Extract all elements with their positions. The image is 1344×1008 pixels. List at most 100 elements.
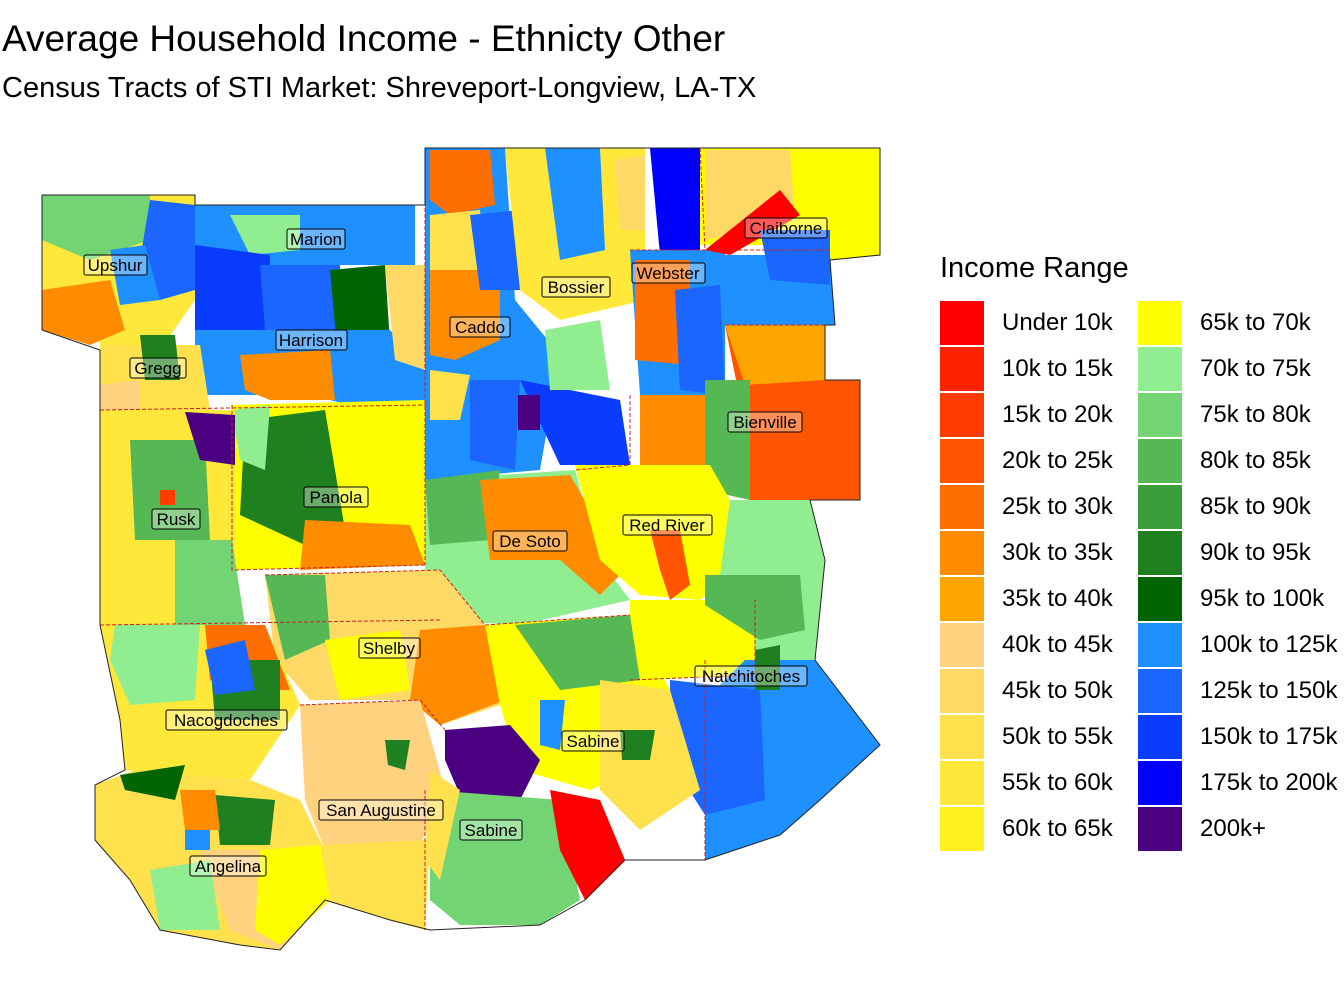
legend-label: 65k to 70k bbox=[1200, 309, 1311, 336]
region-label: Marion bbox=[286, 228, 346, 250]
legend-label: 55k to 60k bbox=[1002, 769, 1113, 796]
tract-region bbox=[175, 540, 245, 625]
legend-item: 45k to 50k bbox=[940, 668, 1138, 714]
legend-swatch bbox=[940, 807, 984, 851]
region-label: Red River bbox=[622, 514, 713, 536]
legend-title: Income Range bbox=[940, 252, 1129, 284]
legend-swatch bbox=[1138, 715, 1182, 759]
legend-item: 90k to 95k bbox=[1138, 530, 1336, 576]
legend: Under 10k 10k to 15k 15k to 20k 20k to 25k 2… bbox=[940, 300, 1344, 852]
region-label: Panola bbox=[303, 486, 369, 508]
legend-label: 35k to 40k bbox=[1002, 585, 1113, 612]
svg-text:Caddo: Caddo bbox=[455, 318, 505, 337]
legend-label: 175k to 200k bbox=[1200, 769, 1338, 796]
tract-region bbox=[520, 380, 630, 465]
svg-text:Sabine: Sabine bbox=[465, 821, 518, 840]
tract-region bbox=[410, 625, 505, 725]
tract-region bbox=[42, 280, 125, 345]
tract-region bbox=[470, 210, 525, 290]
legend-swatch bbox=[1138, 347, 1182, 391]
region-label: Harrison bbox=[275, 329, 348, 351]
svg-text:Panola: Panola bbox=[310, 488, 363, 507]
region-label: Nacogdoches bbox=[165, 709, 288, 731]
tract-region bbox=[260, 265, 340, 335]
tract-region bbox=[385, 265, 425, 370]
chart-subtitle: Census Tracts of STI Market: Shreveport-… bbox=[2, 72, 757, 104]
legend-swatch bbox=[940, 301, 984, 345]
region-label: Sabine bbox=[561, 730, 625, 752]
svg-text:Bienville: Bienville bbox=[733, 413, 796, 432]
legend-label: 50k to 55k bbox=[1002, 723, 1113, 750]
legend-label: 200k+ bbox=[1200, 815, 1267, 842]
svg-text:Red River: Red River bbox=[629, 516, 705, 535]
legend-item: Under 10k bbox=[940, 300, 1138, 346]
region-label: Bienville bbox=[727, 411, 803, 433]
legend-item: 55k to 60k bbox=[940, 760, 1138, 806]
tract-region bbox=[755, 645, 780, 690]
region-label: Claiborne bbox=[744, 217, 828, 239]
tract-region bbox=[550, 790, 625, 900]
legend-item: 75k to 80k bbox=[1138, 392, 1336, 438]
legend-label: 150k to 175k bbox=[1200, 723, 1338, 750]
legend-label: 60k to 65k bbox=[1002, 815, 1113, 842]
svg-text:Shelby: Shelby bbox=[363, 639, 415, 658]
tract-region bbox=[230, 215, 300, 255]
svg-text:Angelina: Angelina bbox=[195, 857, 262, 876]
tract-region bbox=[620, 730, 655, 760]
tract-region bbox=[150, 860, 220, 930]
svg-text:Nacogdoches: Nacogdoches bbox=[174, 711, 278, 730]
legend-item: 40k to 45k bbox=[940, 622, 1138, 668]
tract-region bbox=[480, 475, 625, 595]
tract-region bbox=[430, 210, 485, 270]
tract-region bbox=[232, 405, 270, 470]
legend-item: 95k to 100k bbox=[1138, 576, 1336, 622]
tract-region bbox=[430, 790, 580, 925]
svg-text:San Augustine: San Augustine bbox=[326, 801, 436, 820]
legend-swatch bbox=[1138, 301, 1182, 345]
legend-item: 85k to 90k bbox=[1138, 484, 1336, 530]
svg-text:Natchitoches: Natchitoches bbox=[702, 667, 800, 686]
region-label: Sabine bbox=[459, 819, 523, 841]
tract-region bbox=[140, 200, 195, 300]
legend-swatch bbox=[1138, 623, 1182, 667]
tract-region bbox=[255, 845, 330, 945]
tract-region bbox=[630, 600, 755, 680]
legend-label: 85k to 90k bbox=[1200, 493, 1311, 520]
legend-item: 35k to 40k bbox=[940, 576, 1138, 622]
legend-label: Under 10k bbox=[1002, 309, 1113, 336]
tract-region bbox=[430, 150, 495, 215]
tract-region bbox=[470, 380, 520, 470]
tract-region bbox=[300, 520, 425, 570]
tract-region bbox=[445, 725, 540, 800]
region-label: San Augustine bbox=[318, 799, 444, 821]
region-label: De Soto bbox=[492, 530, 568, 552]
region-label: Natchitoches bbox=[694, 665, 808, 687]
legend-label: 90k to 95k bbox=[1200, 539, 1311, 566]
tract-region bbox=[425, 770, 460, 880]
region-label: Caddo bbox=[449, 316, 511, 338]
legend-swatch bbox=[1138, 485, 1182, 529]
legend-item: 100k to 125k bbox=[1138, 622, 1337, 668]
tract-region bbox=[215, 795, 275, 845]
svg-text:Marion: Marion bbox=[290, 230, 342, 249]
legend-item: 175k to 200k bbox=[1138, 760, 1338, 806]
region-label: Shelby bbox=[358, 637, 421, 659]
tract-region bbox=[540, 700, 565, 750]
legend-item: 20k to 25k bbox=[940, 438, 1138, 484]
svg-text:Claiborne: Claiborne bbox=[750, 219, 823, 238]
legend-swatch bbox=[1138, 761, 1182, 805]
legend-swatch bbox=[940, 347, 984, 391]
tract-region bbox=[635, 260, 690, 365]
legend-swatch bbox=[940, 439, 984, 483]
region-label: Webster bbox=[631, 262, 706, 284]
choropleth-map: Upshur Marion Harrison Gregg Caddo Bossi… bbox=[41, 147, 881, 951]
svg-text:Rusk: Rusk bbox=[157, 510, 196, 529]
svg-text:Sabine: Sabine bbox=[567, 732, 620, 751]
tract-region bbox=[100, 380, 140, 410]
legend-swatch bbox=[1138, 807, 1182, 851]
tract-region bbox=[515, 615, 640, 690]
tract-region bbox=[185, 412, 235, 465]
chart-title: Average Household Income - Ethnicty Othe… bbox=[2, 18, 726, 59]
tract-region bbox=[300, 700, 445, 850]
legend-swatch bbox=[940, 669, 984, 713]
